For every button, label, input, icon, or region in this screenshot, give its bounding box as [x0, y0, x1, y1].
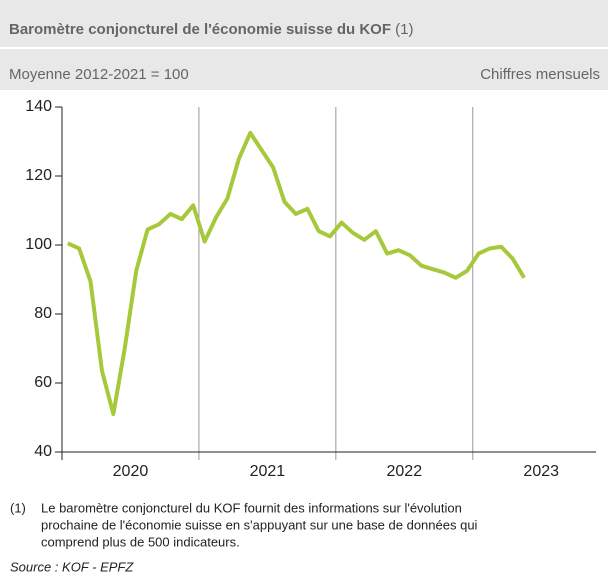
x-tick-label: 2022 — [387, 463, 423, 480]
source: Source : KOF - EPFZ — [10, 559, 134, 574]
title-note: (1) — [395, 21, 413, 38]
y-tick-label: 40 — [34, 443, 52, 460]
y-tick-label: 140 — [25, 98, 52, 115]
y-tick-label: 120 — [25, 167, 52, 184]
subtitle-right: Chiffres mensuels — [480, 66, 600, 83]
y-tick-label: 80 — [34, 305, 52, 322]
chart-title: Baromètre conjoncturel de l'économie sui… — [9, 21, 414, 38]
y-tick-label: 100 — [25, 236, 52, 253]
x-tick-label: 2020 — [113, 463, 149, 480]
line-series — [66, 130, 526, 417]
subtitle-band — [0, 49, 608, 90]
y-tick-label: 60 — [34, 374, 52, 391]
subtitle: Moyenne 2012-2021 = 100 — [9, 66, 189, 83]
footnote-marker: (1) — [10, 500, 26, 515]
title-band — [0, 0, 608, 47]
footnote-line: comprend plus de 500 indicateurs. — [41, 534, 240, 549]
footnote-line: prochaine de l'économie suisse en s'appu… — [41, 517, 478, 532]
x-tick-label: 2021 — [250, 463, 286, 480]
footnote-line: Le baromètre conjoncturel du KOF fournit… — [41, 500, 462, 515]
title-text: Baromètre conjoncturel de l'économie sui… — [9, 21, 391, 38]
x-tick-label: 2023 — [523, 463, 559, 480]
